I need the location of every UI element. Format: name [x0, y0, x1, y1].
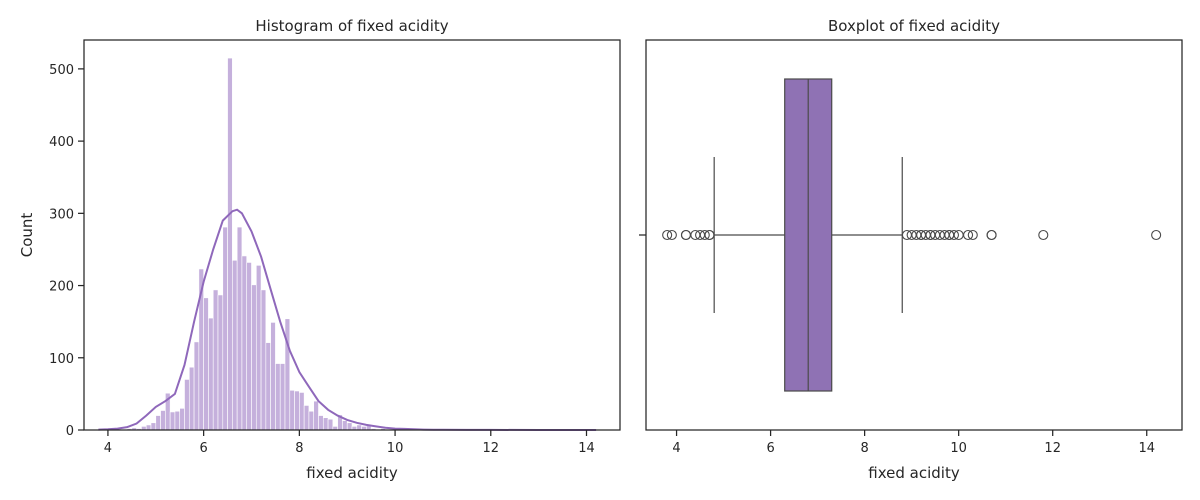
histogram-bar [251, 284, 257, 431]
histogram-bar [184, 379, 190, 431]
histogram-bar [299, 392, 305, 431]
histogram-bar [303, 405, 310, 431]
histogram-bar [179, 408, 185, 431]
histogram-bar [342, 420, 348, 431]
x-tick-label: 10 [950, 441, 967, 456]
histogram-bar [275, 363, 281, 431]
x-tick-label: 6 [200, 441, 208, 456]
histogram-bar [318, 415, 324, 431]
outlier-point [1151, 229, 1162, 241]
y-tick-label: 200 [49, 280, 74, 295]
histogram-title: Histogram of fixed acidity [255, 17, 448, 35]
histogram-bars [98, 57, 597, 431]
histogram-frame [83, 39, 621, 431]
histogram-bar [255, 265, 262, 431]
outlier-point [699, 229, 710, 241]
histogram-bar [217, 294, 224, 431]
x-tick-label: 4 [104, 441, 112, 456]
histogram-bar [241, 255, 248, 431]
outlier-point [967, 229, 978, 241]
x-tick-label: 6 [766, 441, 774, 456]
histogram-bar [279, 363, 286, 431]
outlier-point [704, 229, 715, 241]
histogram-bar [270, 322, 276, 431]
y-tick-label: 500 [49, 63, 74, 78]
x-tick-label: 8 [860, 441, 868, 456]
outlier-point [963, 229, 974, 241]
outlier-point [680, 229, 692, 241]
outlier-point [986, 229, 997, 241]
y-tick-label: 0 [66, 424, 74, 439]
boxplot-x-ticks: 4 6 8 10 12 14 [672, 430, 1155, 456]
x-tick-label: 4 [672, 441, 680, 456]
boxplot-x-label: fixed acidity [868, 464, 960, 482]
histogram-bar [193, 341, 200, 431]
histogram-y-label: Count [18, 213, 36, 258]
histogram-bar [260, 289, 267, 431]
histogram-bar [327, 418, 334, 431]
x-tick-label: 12 [483, 441, 500, 456]
y-tick-label: 100 [49, 352, 74, 367]
x-tick-label: 10 [387, 441, 404, 456]
histogram-bar [169, 411, 176, 431]
histogram-bar [232, 259, 238, 431]
histogram-bar [313, 400, 319, 431]
histogram-bar [160, 410, 166, 431]
histogram-bar [145, 424, 152, 431]
outlier-point [948, 229, 960, 241]
outlier-point [662, 229, 673, 241]
histogram-bar [289, 389, 295, 431]
x-tick-label: 14 [1138, 441, 1155, 456]
histogram-bar [222, 226, 228, 431]
histogram-bar [308, 410, 315, 431]
histogram-bar [294, 390, 300, 431]
y-tick-label: 400 [49, 135, 74, 150]
outlier-point [1038, 229, 1049, 241]
histogram-bar [265, 342, 271, 431]
histogram-panel: Histogram of fixed acidity 4 6 8 10 12 14 0 10… [18, 17, 621, 482]
x-tick-label: 14 [578, 441, 595, 456]
histogram-bar [322, 417, 329, 431]
histogram-bar [356, 424, 362, 431]
histogram-x-ticks: 4 6 8 10 12 14 [104, 430, 595, 456]
x-tick-label: 8 [295, 441, 303, 456]
histogram-bar [346, 422, 353, 431]
histogram-y-ticks: 0 100 200 300 400 500 [49, 63, 84, 439]
histogram-bar [150, 422, 157, 431]
x-tick-label: 12 [1044, 441, 1061, 456]
histogram-bar [208, 317, 214, 431]
histogram-bar [203, 297, 209, 431]
boxplot-title: Boxplot of fixed acidity [828, 17, 1000, 35]
histogram-x-label: fixed acidity [306, 464, 398, 482]
histogram-bar [227, 57, 233, 431]
histogram-bar [212, 289, 219, 431]
histogram-bar [246, 262, 252, 431]
histogram-bar [174, 410, 181, 431]
histogram-bar [236, 226, 243, 431]
y-tick-label: 300 [49, 207, 74, 222]
histogram-bar [155, 415, 161, 431]
boxplot [662, 78, 1162, 392]
outlier-point [666, 229, 677, 241]
kde-line [98, 208, 597, 431]
histogram-bar [188, 366, 195, 431]
boxplot-panel: Boxplot of fixed acidity 4 6 8 10 12 14 fixed… [639, 17, 1183, 482]
